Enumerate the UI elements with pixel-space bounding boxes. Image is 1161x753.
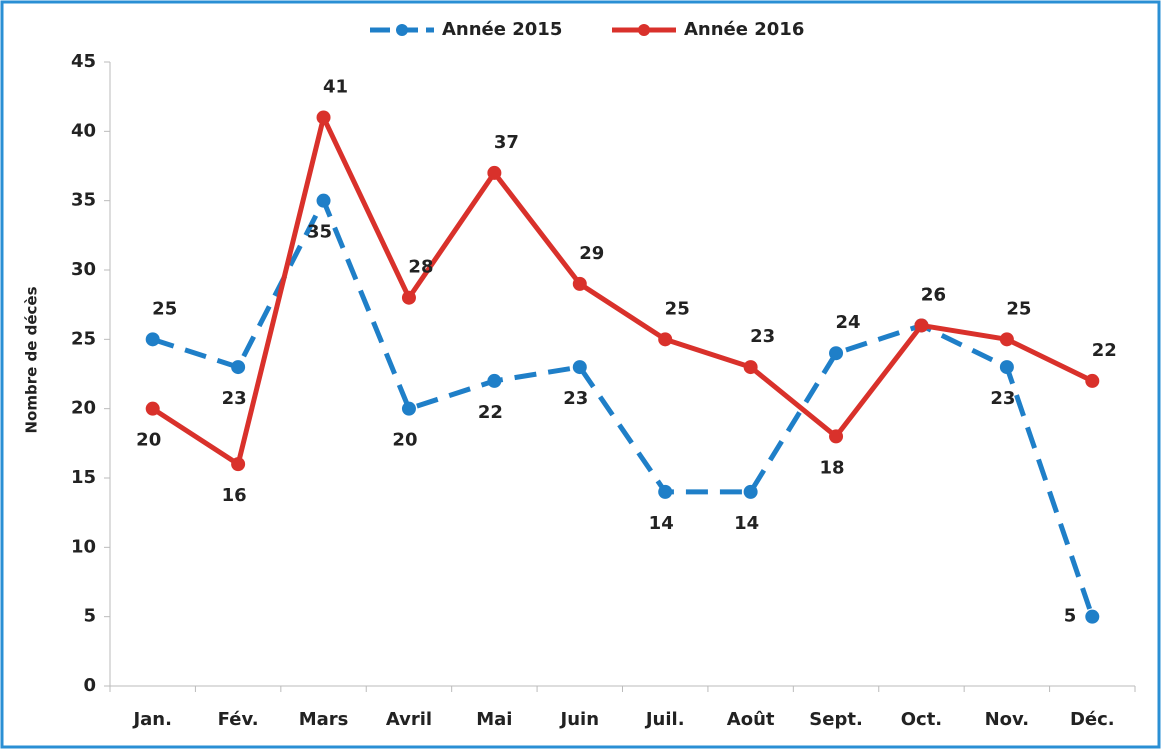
x-tick-label: Nov. bbox=[985, 709, 1030, 730]
point bbox=[231, 457, 246, 472]
point bbox=[658, 332, 673, 347]
data-label: 35 bbox=[307, 222, 332, 243]
point bbox=[829, 346, 844, 361]
data-label: 18 bbox=[820, 457, 845, 478]
y-tick-label: 35 bbox=[71, 190, 96, 211]
y-tick-label: 45 bbox=[71, 51, 96, 72]
point bbox=[1085, 373, 1100, 388]
legend-label: Année 2015 bbox=[442, 19, 562, 40]
point bbox=[316, 110, 331, 125]
data-label: 25 bbox=[1006, 298, 1031, 319]
data-label: 22 bbox=[478, 402, 503, 423]
legend-label: Année 2016 bbox=[684, 19, 804, 40]
point bbox=[401, 290, 416, 305]
data-label: 26 bbox=[921, 284, 946, 305]
legend-marker bbox=[396, 24, 408, 36]
y-tick-label: 40 bbox=[71, 120, 96, 141]
data-label: 23 bbox=[990, 388, 1015, 409]
data-label: 29 bbox=[579, 243, 604, 264]
series-line bbox=[151, 198, 1095, 618]
series-line bbox=[151, 114, 1094, 467]
point bbox=[572, 360, 587, 375]
y-tick-label: 5 bbox=[83, 606, 96, 627]
y-axis-label: Nombre de décès bbox=[23, 286, 41, 433]
x-tick-label: Avril bbox=[386, 709, 432, 730]
y-tick-label: 20 bbox=[71, 398, 96, 419]
y-tick-label: 15 bbox=[71, 467, 96, 488]
x-tick-label: Oct. bbox=[901, 709, 942, 730]
data-label: 20 bbox=[136, 430, 161, 451]
x-tick-label: Juil. bbox=[644, 709, 685, 730]
x-tick-label: Déc. bbox=[1070, 709, 1115, 730]
data-label: 37 bbox=[494, 132, 519, 153]
point bbox=[487, 165, 502, 180]
point bbox=[145, 401, 160, 416]
data-label: 23 bbox=[563, 388, 588, 409]
x-tick-label: Juin bbox=[559, 709, 600, 730]
data-label: 23 bbox=[222, 388, 247, 409]
x-tick-label: Mai bbox=[476, 709, 512, 730]
data-label: 5 bbox=[1064, 606, 1077, 627]
data-label: 14 bbox=[734, 513, 759, 534]
legend-marker bbox=[638, 24, 650, 36]
y-tick-label: 0 bbox=[83, 675, 96, 696]
point bbox=[572, 276, 587, 291]
y-tick-label: 25 bbox=[71, 328, 96, 349]
x-tick-label: Jan. bbox=[131, 709, 172, 730]
data-label: 22 bbox=[1092, 340, 1117, 361]
point bbox=[999, 332, 1014, 347]
point bbox=[231, 360, 246, 375]
x-tick-label: Fév. bbox=[218, 709, 259, 730]
point bbox=[914, 318, 929, 333]
y-tick-label: 10 bbox=[71, 536, 96, 557]
data-label: 41 bbox=[323, 76, 348, 97]
point bbox=[743, 484, 758, 499]
data-label: 28 bbox=[408, 257, 433, 278]
point bbox=[401, 401, 416, 416]
x-tick-label: Sept. bbox=[809, 709, 863, 730]
point bbox=[145, 332, 160, 347]
point bbox=[743, 360, 758, 375]
point bbox=[999, 360, 1014, 375]
y-tick-label: 30 bbox=[71, 259, 96, 280]
point bbox=[487, 373, 502, 388]
x-tick-label: Mars bbox=[299, 709, 349, 730]
point bbox=[1085, 609, 1100, 624]
data-label: 26 bbox=[921, 284, 946, 305]
data-label: 24 bbox=[836, 312, 861, 333]
point bbox=[658, 484, 673, 499]
data-label: 20 bbox=[392, 430, 417, 451]
x-tick-label: Août bbox=[727, 709, 775, 730]
data-label: 23 bbox=[750, 326, 775, 347]
data-label: 16 bbox=[222, 485, 247, 506]
data-label: 25 bbox=[152, 298, 177, 319]
data-label: 14 bbox=[649, 513, 674, 534]
point bbox=[316, 193, 331, 208]
data-label: 25 bbox=[665, 298, 690, 319]
point bbox=[829, 429, 844, 444]
